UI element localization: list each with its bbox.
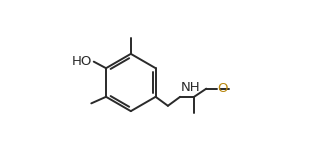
Text: HO: HO [72, 55, 92, 68]
Text: O: O [217, 82, 228, 95]
Text: NH: NH [181, 81, 200, 94]
